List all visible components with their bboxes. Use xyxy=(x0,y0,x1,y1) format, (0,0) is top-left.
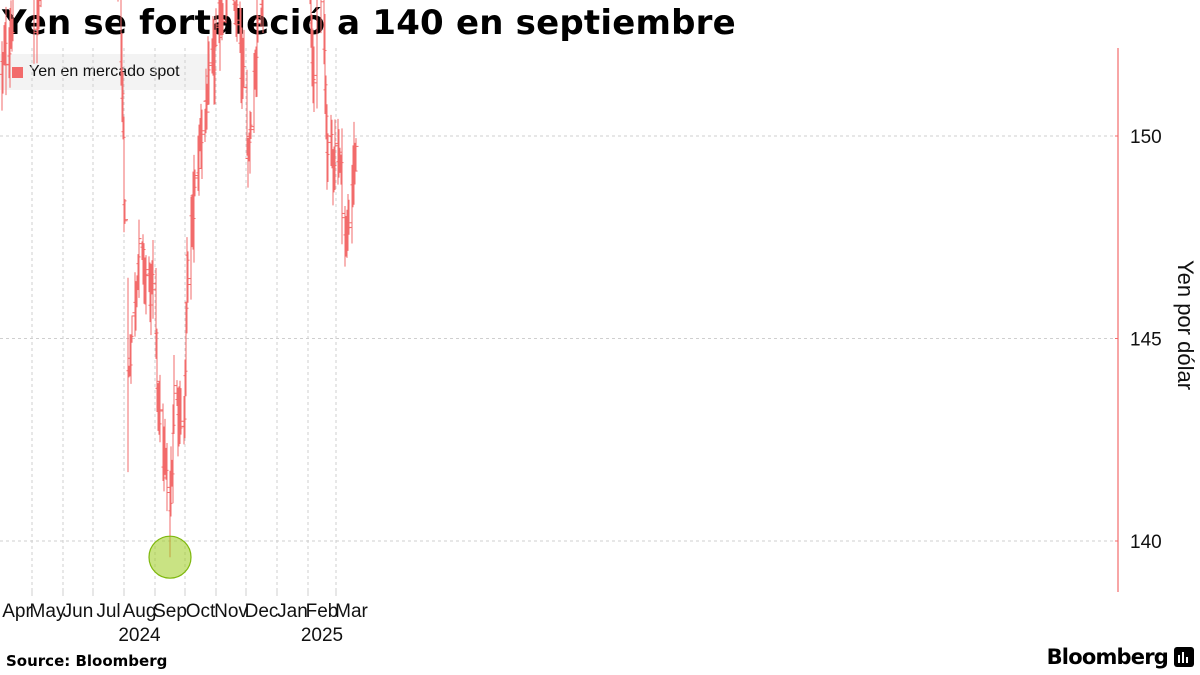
ohlc-bar xyxy=(143,255,149,315)
ohlc-bar xyxy=(183,301,189,397)
brand-name: Bloomberg xyxy=(1046,645,1169,669)
ohlc-bar xyxy=(129,315,135,343)
ohlc-bar xyxy=(34,0,38,64)
x-tick-label: Apr xyxy=(2,601,32,622)
ohlc-bar xyxy=(260,0,264,33)
ohlc-bar xyxy=(322,14,328,115)
legend-label: Yen en mercado spot xyxy=(29,63,180,80)
chart-legend: Yen en mercado spot xyxy=(0,54,210,90)
x-tick-label: Jun xyxy=(63,601,94,622)
brand-mark: Bloomberg xyxy=(1047,645,1194,669)
y-axis-label: Yen por dólar xyxy=(1173,260,1198,390)
ohlc-bar xyxy=(232,0,234,1)
ohlc-bar xyxy=(346,199,352,235)
ohlc-bar xyxy=(226,0,228,17)
ohlc-bar xyxy=(10,0,14,42)
ohlc-bar xyxy=(117,0,119,2)
ohlc-bar xyxy=(157,374,163,443)
legend-swatch xyxy=(12,66,23,78)
x-tick-label: Jul xyxy=(96,601,120,622)
y-tick-label: 145 xyxy=(1130,330,1162,351)
ohlc-bar xyxy=(178,388,184,435)
ohlc-bar xyxy=(234,0,240,42)
ohlc-bar xyxy=(311,46,317,112)
x-tick-label: Oct xyxy=(186,601,216,622)
ohlc-bar xyxy=(136,219,142,298)
axes: 140145150155160AprMayJunJulAugSepOctNovD… xyxy=(2,48,1198,646)
grid-lines xyxy=(0,48,1118,592)
ohlc-bar xyxy=(255,15,261,43)
ohlc-bar xyxy=(185,251,191,303)
ohlc-bar xyxy=(324,104,330,190)
annotations xyxy=(148,535,192,579)
ohlc-bar xyxy=(323,75,329,140)
ohlc-bar xyxy=(248,111,254,140)
y-tick-label: 150 xyxy=(1130,127,1162,148)
x-tick-label: Aug xyxy=(123,601,157,622)
y-tick-label: 140 xyxy=(1130,532,1162,553)
ohlc-bar xyxy=(181,396,187,445)
x-tick-label: Mar xyxy=(335,601,368,622)
year-label: 2024 xyxy=(118,625,161,646)
ohlc-bar xyxy=(259,0,263,16)
ohlc-bar xyxy=(223,0,227,24)
ohlc-bar xyxy=(314,0,318,109)
ohlc-bar xyxy=(204,83,210,130)
ohlc-bar xyxy=(150,240,156,319)
ohlc-bar xyxy=(213,8,219,48)
x-tick-label: Sep xyxy=(153,601,187,622)
ohlc-bar xyxy=(171,354,177,434)
ohlc-bar xyxy=(37,0,41,36)
year-label: 2025 xyxy=(301,625,343,646)
ohlc-bar xyxy=(121,116,127,233)
ohlc-bar xyxy=(192,169,198,197)
x-tick-label: Jan xyxy=(277,601,308,622)
x-tick-label: Feb xyxy=(306,601,339,622)
source-note: Source: Bloomberg xyxy=(6,652,168,670)
ohlc-bar xyxy=(321,0,327,65)
low-highlight-marker xyxy=(148,535,192,579)
x-tick-label: May xyxy=(30,601,66,622)
ohlc-bar xyxy=(199,109,205,180)
ohlc-bar xyxy=(206,41,212,105)
ohlc-bar xyxy=(332,119,338,191)
bloomberg-chart-icon xyxy=(1174,647,1194,667)
x-tick-label: Dec xyxy=(245,601,279,622)
ohlc-bar xyxy=(36,0,40,30)
x-tick-label: Nov xyxy=(214,601,248,622)
ohlc-bar xyxy=(325,133,331,182)
ohlc-bar xyxy=(33,0,37,64)
ohlc-bar xyxy=(182,359,188,439)
chart-title: Yen se fortaleció a 140 en septiembre xyxy=(2,3,736,43)
price-bars xyxy=(0,0,359,558)
ohlc-bar xyxy=(122,199,128,224)
ohlc-bar xyxy=(339,128,345,245)
ohlc-bar xyxy=(153,268,159,359)
ohlc-bar xyxy=(309,0,311,5)
ohlc-bar xyxy=(164,442,170,512)
ohlc-bar xyxy=(320,0,322,34)
ohlc-bar xyxy=(353,138,359,172)
